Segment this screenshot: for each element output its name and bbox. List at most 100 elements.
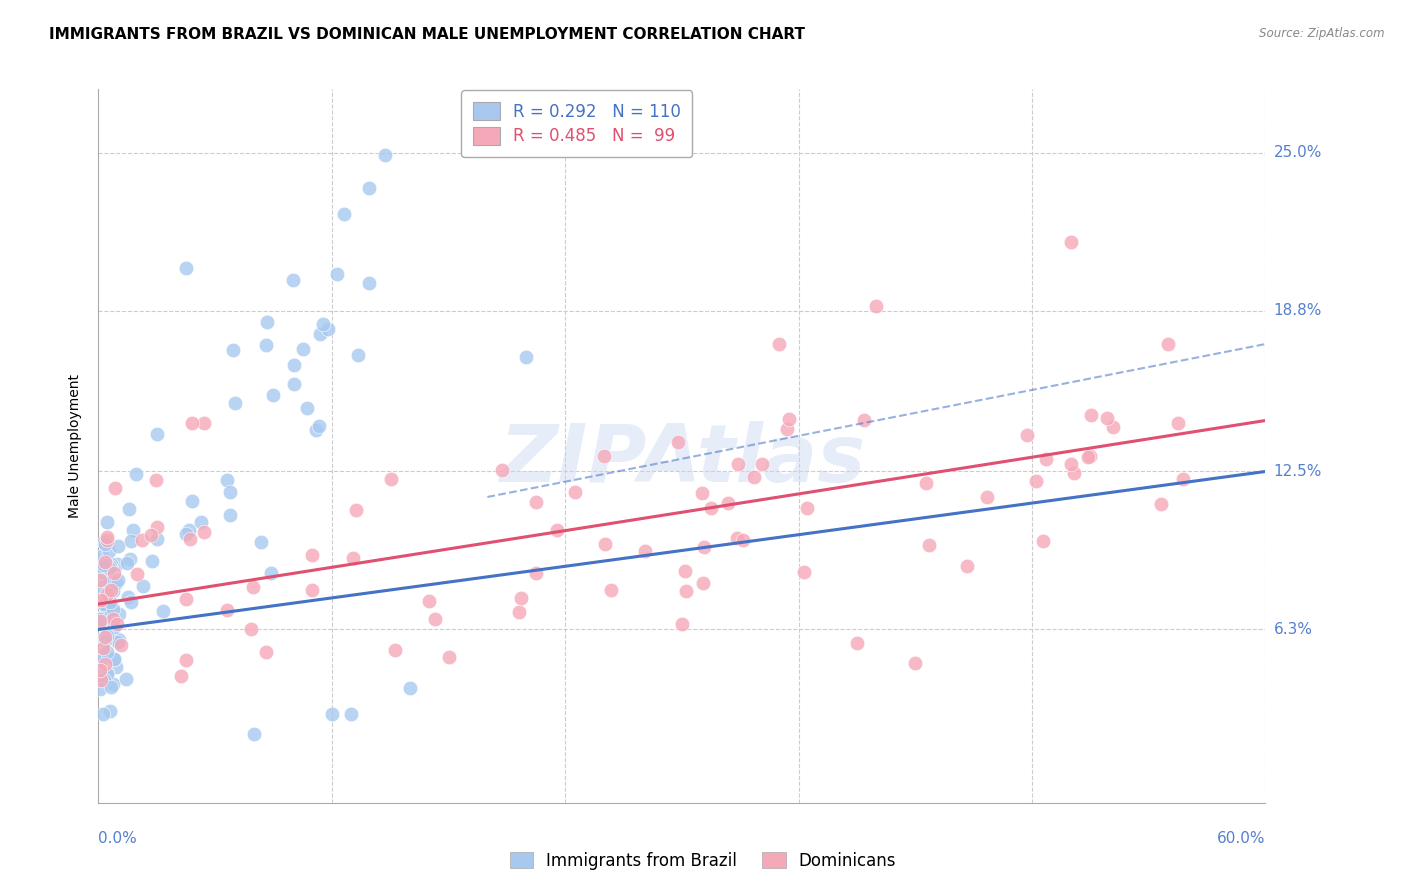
Point bbox=[93, 597, 115, 611]
Point bbox=[118, 552, 141, 566]
Text: 25.0%: 25.0% bbox=[1274, 145, 1322, 161]
Point bbox=[93, 558, 115, 573]
Point bbox=[90, 565, 112, 579]
Point bbox=[217, 602, 239, 616]
Point bbox=[634, 544, 657, 558]
Point bbox=[717, 496, 740, 510]
Point bbox=[239, 622, 262, 636]
Point bbox=[693, 540, 716, 554]
Point bbox=[218, 508, 240, 523]
Point bbox=[692, 576, 714, 591]
Point bbox=[793, 565, 815, 579]
Point bbox=[193, 524, 215, 539]
Legend: R = 0.292   N = 110, R = 0.485   N =  99: R = 0.292 N = 110, R = 0.485 N = 99 bbox=[461, 90, 693, 157]
Point bbox=[145, 473, 167, 487]
Point bbox=[174, 653, 197, 667]
Point bbox=[89, 573, 111, 587]
Point bbox=[593, 449, 616, 463]
Point bbox=[308, 326, 330, 341]
Point bbox=[243, 727, 266, 741]
Point bbox=[333, 207, 356, 221]
Point bbox=[1150, 497, 1173, 511]
Text: IMMIGRANTS FROM BRAZIL VS DOMINICAN MALE UNEMPLOYMENT CORRELATION CHART: IMMIGRANTS FROM BRAZIL VS DOMINICAN MALE… bbox=[49, 27, 806, 42]
Point bbox=[93, 673, 115, 687]
Point bbox=[283, 359, 305, 373]
Point bbox=[125, 567, 148, 582]
Point bbox=[179, 523, 201, 537]
Point bbox=[96, 574, 118, 589]
Point bbox=[91, 549, 114, 563]
Point bbox=[690, 486, 713, 500]
Point bbox=[1167, 416, 1189, 430]
Point bbox=[108, 633, 131, 648]
Point bbox=[778, 412, 800, 426]
Point bbox=[312, 318, 335, 332]
Point bbox=[103, 566, 125, 580]
Point bbox=[96, 533, 118, 547]
Text: 6.3%: 6.3% bbox=[1274, 622, 1313, 637]
Point bbox=[491, 463, 513, 477]
Point bbox=[103, 652, 125, 666]
Point bbox=[1077, 450, 1099, 464]
Text: 12.5%: 12.5% bbox=[1274, 464, 1322, 479]
Point bbox=[305, 423, 328, 437]
Point bbox=[94, 537, 117, 551]
Point bbox=[114, 672, 136, 686]
Point bbox=[915, 475, 938, 490]
Point bbox=[170, 669, 193, 683]
Point bbox=[131, 533, 153, 548]
Point bbox=[101, 612, 124, 626]
Point bbox=[146, 520, 169, 534]
Point bbox=[98, 559, 121, 574]
Point bbox=[215, 473, 238, 487]
Point bbox=[374, 148, 396, 162]
Point bbox=[103, 601, 125, 615]
Point bbox=[1171, 472, 1194, 486]
Point bbox=[100, 582, 122, 597]
Point bbox=[776, 422, 799, 436]
Point bbox=[190, 515, 212, 529]
Point bbox=[105, 576, 128, 591]
Point bbox=[865, 299, 887, 313]
Point bbox=[1063, 466, 1085, 480]
Point bbox=[262, 388, 284, 402]
Point bbox=[751, 457, 773, 471]
Point bbox=[100, 680, 122, 694]
Point bbox=[115, 556, 138, 570]
Point bbox=[120, 533, 142, 548]
Point bbox=[107, 632, 129, 646]
Point bbox=[94, 633, 117, 648]
Point bbox=[152, 604, 174, 618]
Point bbox=[439, 649, 461, 664]
Point bbox=[1060, 235, 1083, 249]
Point bbox=[347, 348, 370, 362]
Text: ZIPAtlas: ZIPAtlas bbox=[499, 421, 865, 500]
Point bbox=[425, 612, 447, 626]
Point bbox=[546, 523, 568, 537]
Point bbox=[219, 484, 242, 499]
Point bbox=[96, 587, 118, 601]
Point bbox=[181, 417, 204, 431]
Point bbox=[98, 595, 121, 609]
Point bbox=[515, 350, 537, 364]
Point bbox=[180, 494, 202, 508]
Point bbox=[94, 630, 117, 644]
Point bbox=[918, 538, 941, 552]
Point bbox=[107, 539, 129, 553]
Point bbox=[254, 337, 277, 351]
Point bbox=[742, 470, 765, 484]
Point bbox=[120, 595, 142, 609]
Point bbox=[283, 377, 305, 392]
Point bbox=[193, 416, 215, 430]
Point bbox=[725, 531, 748, 545]
Point bbox=[93, 535, 115, 549]
Point bbox=[796, 500, 818, 515]
Point bbox=[675, 584, 697, 599]
Point bbox=[1157, 337, 1180, 351]
Point bbox=[94, 612, 117, 626]
Point bbox=[107, 634, 129, 648]
Point bbox=[96, 558, 118, 573]
Point bbox=[316, 321, 339, 335]
Point bbox=[117, 502, 139, 516]
Point bbox=[107, 607, 129, 621]
